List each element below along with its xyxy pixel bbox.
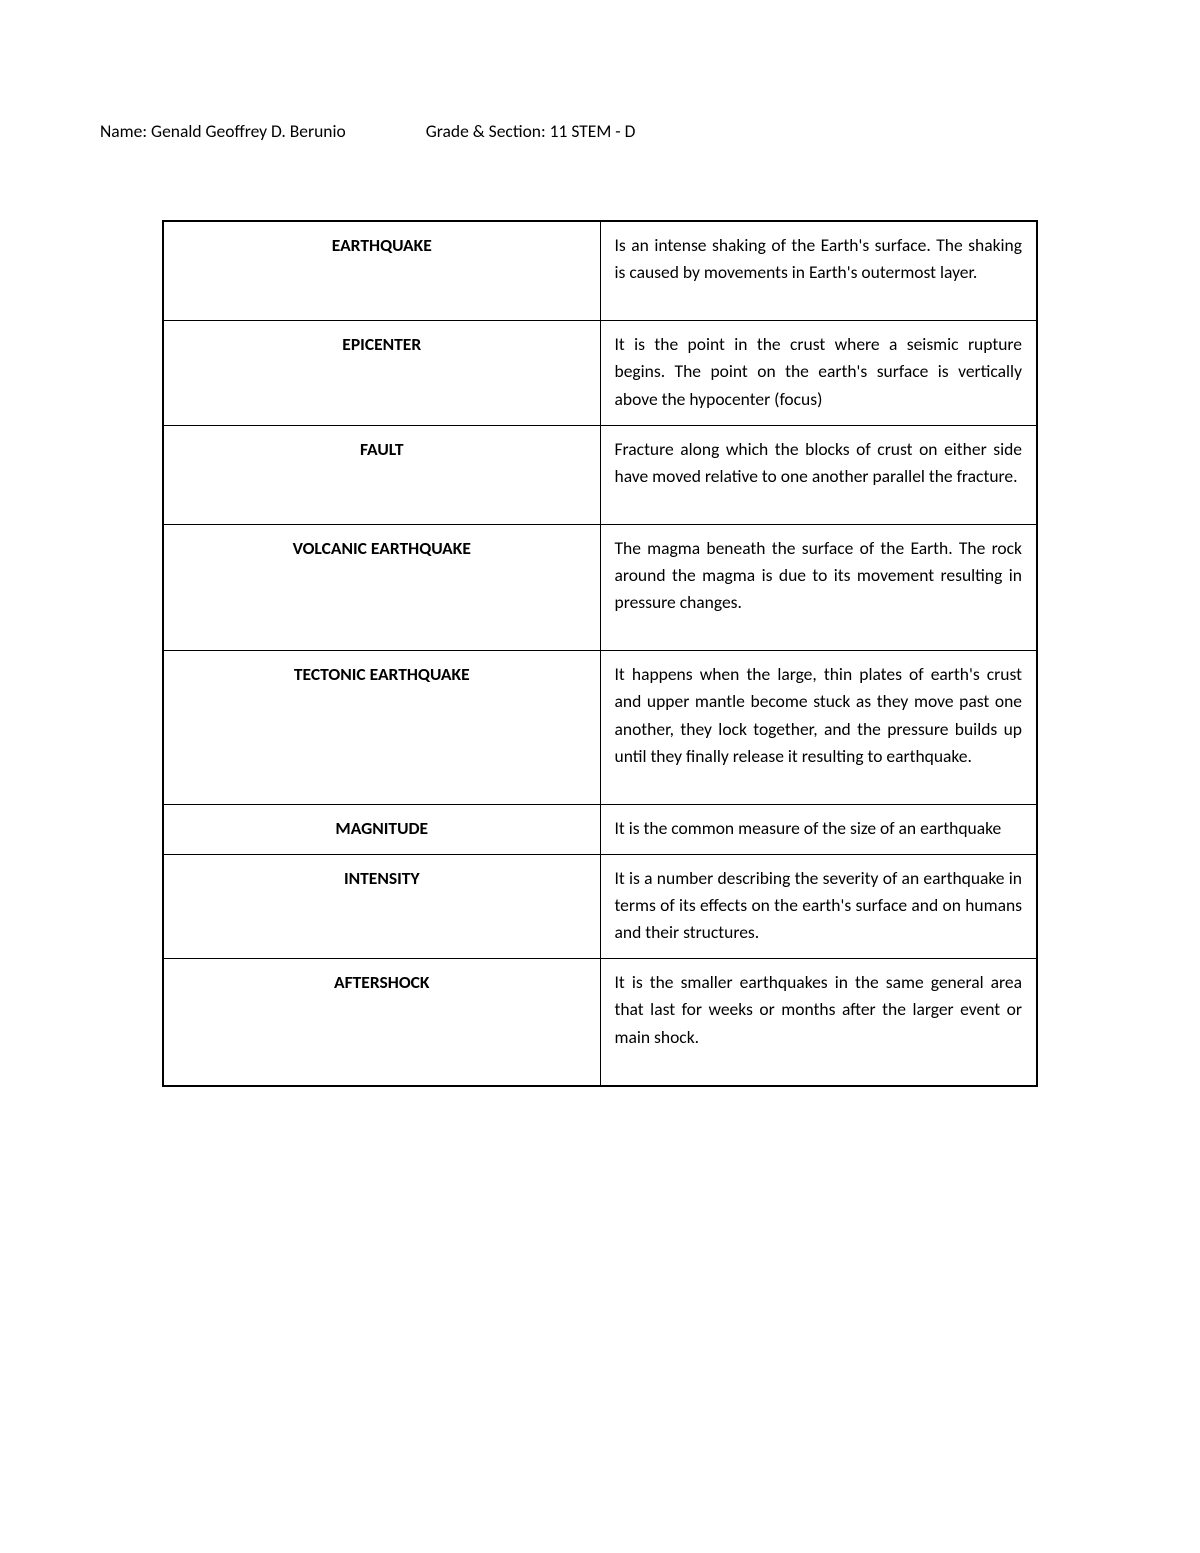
term-cell: VOLCANIC EARTHQUAKE [163,524,600,650]
table-row: INTENSITYIt is a number describing the s… [163,854,1037,958]
header-line: Name: Genald Geoffrey D. Berunio Grade &… [100,120,1100,142]
table-row: EPICENTERIt is the point in the crust wh… [163,321,1037,425]
definition-cell: Fracture along which the blocks of crust… [600,425,1037,524]
definition-cell: It is the common measure of the size of … [600,804,1037,854]
definition-cell: It is a number describing the severity o… [600,854,1037,958]
definition-cell: It is the point in the crust where a sei… [600,321,1037,425]
definition-cell: It happens when the large, thin plates o… [600,651,1037,805]
term-cell: AFTERSHOCK [163,959,600,1086]
term-cell: EPICENTER [163,321,600,425]
term-cell: INTENSITY [163,854,600,958]
term-cell: MAGNITUDE [163,804,600,854]
table-body: EARTHQUAKEIs an intense shaking of the E… [163,221,1037,1086]
document-page: Name: Genald Geoffrey D. Berunio Grade &… [0,0,1200,1087]
grade-field: Grade & Section: 11 STEM - D [426,120,636,142]
table-row: VOLCANIC EARTHQUAKEThe magma beneath the… [163,524,1037,650]
definition-cell: The magma beneath the surface of the Ear… [600,524,1037,650]
name-field: Name: Genald Geoffrey D. Berunio [100,120,346,142]
term-cell: FAULT [163,425,600,524]
table-row: EARTHQUAKEIs an intense shaking of the E… [163,221,1037,321]
table-row: TECTONIC EARTHQUAKEIt happens when the l… [163,651,1037,805]
name-label: Name: [100,120,147,142]
definition-cell: It is the smaller earthquakes in the sam… [600,959,1037,1086]
definitions-table: EARTHQUAKEIs an intense shaking of the E… [162,220,1038,1087]
name-value: Genald Geoffrey D. Berunio [151,120,346,142]
table-row: FAULTFracture along which the blocks of … [163,425,1037,524]
table-row: MAGNITUDEIt is the common measure of the… [163,804,1037,854]
term-cell: TECTONIC EARTHQUAKE [163,651,600,805]
grade-value: 11 STEM - D [550,120,636,142]
definition-cell: Is an intense shaking of the Earth's sur… [600,221,1037,321]
table-row: AFTERSHOCKIt is the smaller earthquakes … [163,959,1037,1086]
term-cell: EARTHQUAKE [163,221,600,321]
grade-label: Grade & Section: [426,120,546,142]
